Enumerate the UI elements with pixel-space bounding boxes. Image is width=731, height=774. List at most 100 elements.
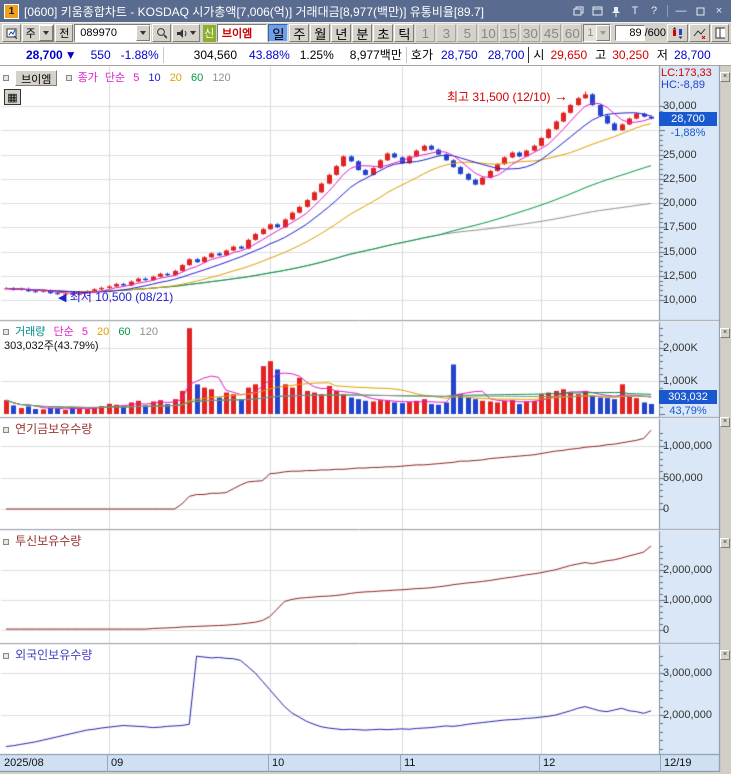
divider xyxy=(405,46,407,63)
axis-tick-label: 2,000,000 xyxy=(663,564,712,576)
pane-bullet xyxy=(3,329,9,336)
new-chart-icon[interactable] xyxy=(2,24,21,42)
period-combo[interactable]: 주 xyxy=(21,24,55,42)
stock-name: 브이엠 xyxy=(216,24,268,42)
stock-code-input[interactable] xyxy=(78,26,137,40)
pane-bullet xyxy=(3,75,9,82)
lc-value: LC:173,33 xyxy=(661,67,712,79)
foreign-pane-header: 외국인보유수량 xyxy=(3,646,92,663)
current-pct-label: -1,88% xyxy=(670,127,706,139)
minute-60-button[interactable]: 60 xyxy=(562,24,583,42)
jeon-button[interactable]: 전 xyxy=(55,24,74,42)
chart-canvas[interactable] xyxy=(0,66,731,772)
high-price: 30,250 xyxy=(612,47,649,62)
current-volume-pct: 43,79% xyxy=(669,405,707,417)
legend-ma-type: 단순 xyxy=(53,326,74,338)
bar-count-input[interactable] xyxy=(614,25,645,41)
minute-3-button[interactable]: 3 xyxy=(436,24,457,42)
volume-stat: 303,032주(43.79%) xyxy=(4,340,99,352)
xaxis-label: 2025/08 xyxy=(4,757,44,769)
tab-weekly[interactable]: 주 xyxy=(289,24,310,42)
tab-daily[interactable]: 일 xyxy=(268,24,289,42)
xaxis-separator xyxy=(107,754,108,772)
help-icon[interactable]: ? xyxy=(650,5,658,17)
restore-window-icon[interactable] xyxy=(570,4,586,18)
hc-value: HC:-8,89 xyxy=(661,79,706,91)
minute-30-button[interactable]: 30 xyxy=(520,24,541,42)
main-pane-close-icon[interactable]: × xyxy=(720,72,730,82)
layout-board-icon[interactable] xyxy=(711,24,729,42)
axis-tick-label: 12,500 xyxy=(663,270,697,282)
chart-grid-icon[interactable]: ▦ xyxy=(4,89,21,105)
high-annotation-text: 최고 31,500 (12/10) xyxy=(447,90,551,104)
foreign-pane-close-icon[interactable]: × xyxy=(720,650,730,660)
chevron-down-icon[interactable] xyxy=(136,25,151,41)
low-annotation-text: 최저 10,500 (08/21) xyxy=(69,290,174,304)
search-icon[interactable] xyxy=(152,24,171,42)
open-label: 시 xyxy=(533,48,545,62)
chevron-down-icon[interactable] xyxy=(39,25,54,41)
current-price-box: 28,700 xyxy=(659,112,717,126)
main-pane-legend: 브이엠 종가 단순 5 10 20 60 120 xyxy=(3,69,231,87)
bar-count-total: /600 xyxy=(644,27,666,39)
hoga-label: 호가 xyxy=(410,48,433,62)
minute-10-button[interactable]: 10 xyxy=(478,24,499,42)
axis-tick-label: 17,500 xyxy=(663,221,697,233)
toolbar: 주 전 신 브이엠 일 주 월 년 분 초 틱 1 3 5 10 15 30 4… xyxy=(0,22,731,44)
minute-combo[interactable]: 1 xyxy=(583,24,611,42)
trendline-tool-icon[interactable] xyxy=(689,24,710,42)
xaxis-label: 12/19 xyxy=(664,757,692,769)
minute-45-button[interactable]: 45 xyxy=(541,24,562,42)
sound-icon[interactable] xyxy=(171,24,200,42)
minimize-icon[interactable]: — xyxy=(675,5,687,17)
legend-ma120: 120 xyxy=(139,326,158,338)
maximize-icon[interactable] xyxy=(692,4,708,18)
title-text-icon[interactable]: T xyxy=(631,5,639,17)
xaxis-separator xyxy=(268,754,269,772)
legend-ma5: 5 xyxy=(81,326,88,338)
legend-ma60: 60 xyxy=(118,326,131,338)
duplicate-window-icon[interactable] xyxy=(589,4,605,18)
stock-name-button[interactable]: 브이엠 xyxy=(15,70,58,87)
stock-code-combo[interactable] xyxy=(74,24,152,42)
xaxis-label: 12 xyxy=(543,757,556,769)
pin-icon[interactable] xyxy=(608,4,624,18)
xaxis-label: 10 xyxy=(272,757,285,769)
tab-tick[interactable]: 틱 xyxy=(394,24,415,42)
minute-1-button[interactable]: 1 xyxy=(415,24,436,42)
pension-pane-header: 연기금보유수량 xyxy=(3,420,92,437)
minute-15-button[interactable]: 15 xyxy=(499,24,520,42)
arrow-left-icon: ◀ xyxy=(58,292,67,304)
axis-tick-label: 0 xyxy=(663,624,670,636)
axis-tick-label: 1,000K xyxy=(663,375,698,387)
minute-combo-value: 1 xyxy=(587,27,594,39)
trust-pane-close-icon[interactable]: × xyxy=(720,538,730,548)
legend-ma20: 20 xyxy=(97,326,110,338)
quote-info-row: 28,700 ▼ 550 -1.88% 304,560 43.88% 1.25%… xyxy=(0,44,731,66)
pane-bullet xyxy=(3,539,9,546)
axis-tick-label: 3,000,000 xyxy=(663,667,712,679)
xaxis-label: 09 xyxy=(111,757,124,769)
xaxis-label: 11 xyxy=(404,757,416,769)
axis-tick-label: 25,000 xyxy=(663,149,697,161)
tab-monthly[interactable]: 월 xyxy=(310,24,331,42)
open-price: 29,650 xyxy=(550,47,588,62)
tab-second[interactable]: 초 xyxy=(373,24,394,42)
volume-pane-legend: 거래량 단순 5 20 60 120 xyxy=(3,323,158,339)
axis-tick-label: 0 xyxy=(663,503,670,515)
axis-tick-label: 10,000 xyxy=(663,294,697,306)
change-percent: -1.88% xyxy=(120,47,159,62)
tab-minute[interactable]: 분 xyxy=(352,24,373,42)
pane-bullet xyxy=(3,653,9,660)
xaxis-separator xyxy=(539,754,540,772)
tab-yearly[interactable]: 년 xyxy=(331,24,352,42)
legend-ma-type: 단순 xyxy=(104,72,126,84)
high-label: 고 xyxy=(595,48,607,62)
pension-pane-close-icon[interactable]: × xyxy=(720,417,730,427)
trust-pane-title: 투신보유수량 xyxy=(15,534,82,548)
minute-5-button[interactable]: 5 xyxy=(457,24,478,42)
compare-stock-icon[interactable] xyxy=(667,24,688,42)
close-icon[interactable]: × xyxy=(715,5,723,17)
volume-pane-close-icon[interactable]: × xyxy=(720,328,730,338)
bid-price: 28,700 xyxy=(487,47,525,62)
